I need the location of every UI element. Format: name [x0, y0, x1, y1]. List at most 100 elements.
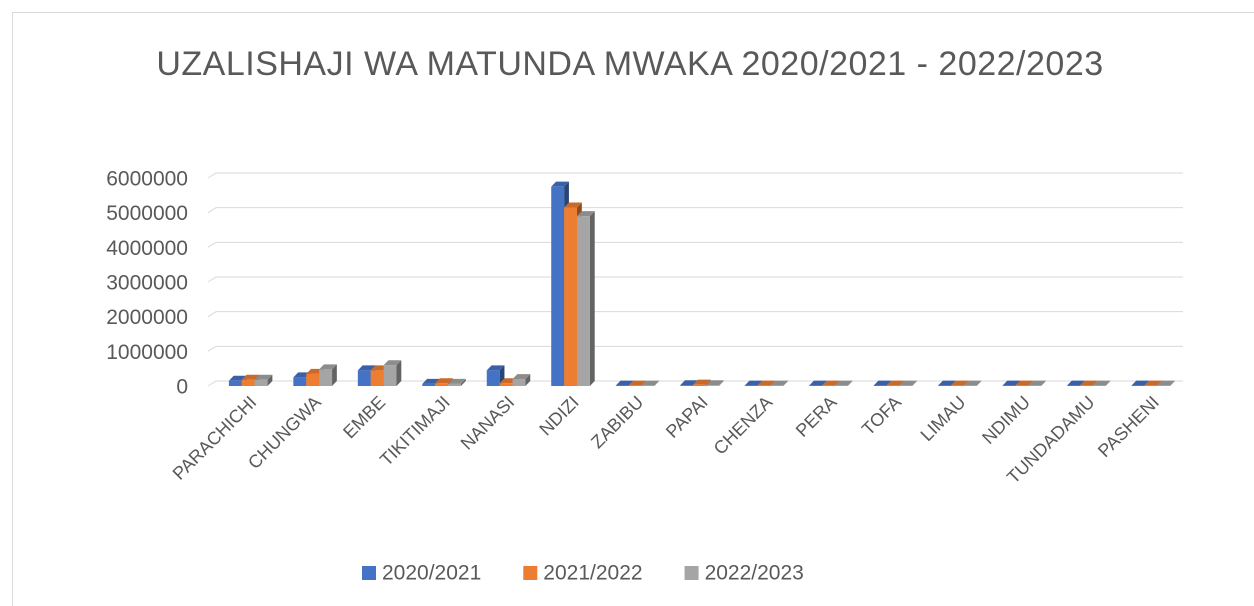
- bar-top: [422, 378, 440, 384]
- x-tick-label: TIKITIMAJI: [376, 392, 454, 470]
- bar: [680, 385, 694, 386]
- y-tick-label: 4000000: [106, 237, 188, 260]
- bar-side: [847, 380, 853, 386]
- legend-label: 2021/2022: [543, 562, 642, 585]
- bar-side: [396, 360, 402, 386]
- y-tick-label: 2000000: [106, 306, 188, 329]
- grid-line: [207, 345, 1183, 352]
- grid-line: [207, 276, 1183, 283]
- bar: [486, 370, 500, 386]
- bar: [705, 385, 719, 386]
- bar-top: [963, 380, 982, 386]
- bar-top: [577, 211, 595, 217]
- bar: [370, 370, 384, 386]
- bar-top: [628, 380, 647, 386]
- bar-top: [1144, 380, 1163, 386]
- bar-top: [821, 380, 840, 386]
- bar-top: [744, 380, 763, 386]
- bar: [241, 379, 255, 386]
- bar-side: [589, 211, 595, 386]
- bar-top: [770, 380, 789, 386]
- bar-top: [1092, 380, 1111, 386]
- bar: [499, 383, 513, 386]
- x-tick-label: CHENZA: [710, 392, 776, 458]
- bar-top: [551, 181, 569, 187]
- bar: [512, 379, 526, 386]
- bar-top: [241, 374, 260, 380]
- bar-top: [834, 380, 853, 386]
- bar-top: [486, 365, 505, 371]
- bar-top: [938, 380, 956, 386]
- y-tick-label: 6000000: [106, 168, 188, 191]
- bar-top: [899, 380, 918, 386]
- bar: [577, 216, 590, 386]
- bar-top: [512, 374, 531, 380]
- bar-top: [693, 379, 711, 385]
- x-tick-label: EMBE: [339, 392, 389, 442]
- bar-top: [950, 380, 969, 386]
- bar-top: [680, 380, 698, 386]
- bar-top: [254, 374, 273, 380]
- bar-top: [1028, 380, 1046, 386]
- bar: [564, 207, 578, 386]
- y-tick-label: 0: [176, 376, 188, 399]
- bar-top: [435, 378, 453, 384]
- bar-side: [912, 380, 918, 386]
- bar-side: [783, 380, 789, 386]
- x-tick-label: TOFA: [858, 392, 905, 439]
- legend-swatch: [684, 566, 699, 580]
- y-tick-label: 5000000: [106, 202, 188, 225]
- bar-side: [460, 378, 466, 386]
- bar-side: [1041, 380, 1046, 386]
- bar: [357, 370, 371, 386]
- bar-top: [1066, 380, 1085, 386]
- grid-line: [207, 311, 1183, 318]
- bar: [422, 383, 436, 386]
- bar-top: [383, 360, 402, 366]
- bar: [448, 383, 461, 386]
- x-tick-label: PAPAI: [662, 392, 712, 442]
- x-tick-label: NDIMU: [978, 392, 1034, 448]
- x-tick-label: PARACHICHI: [169, 392, 261, 484]
- x-tick-label: ZABIBU: [587, 392, 647, 452]
- bar-side: [525, 374, 531, 386]
- bar-side: [1105, 380, 1111, 386]
- bar-top: [809, 380, 827, 386]
- bar: [435, 383, 449, 386]
- bar-side: [332, 364, 337, 386]
- x-tick-label: NANASI: [457, 392, 519, 454]
- bar: [293, 377, 307, 386]
- x-tick-label: NDIZI: [535, 392, 582, 439]
- chart-frame: [12, 12, 1254, 606]
- x-tick-label: PERA: [792, 392, 841, 441]
- bar: [693, 384, 706, 386]
- grid-line: [207, 207, 1183, 214]
- grid-line: [207, 172, 1183, 179]
- bar-top: [705, 380, 724, 386]
- bar-side: [718, 380, 724, 386]
- legend-label: 2020/2021: [382, 562, 481, 585]
- bar-top: [873, 380, 892, 386]
- bar-top: [757, 380, 776, 386]
- bar-top: [1079, 380, 1098, 386]
- bar-side: [1170, 380, 1175, 386]
- bar-top: [615, 380, 634, 386]
- bar-side: [976, 380, 982, 386]
- legend-swatch: [523, 566, 538, 580]
- grid-line: [207, 241, 1183, 248]
- bar-top: [641, 380, 660, 386]
- chart-title: UZALISHAJI WA MATUNDA MWAKA 2020/2021 - …: [156, 45, 1104, 83]
- bar-top: [1157, 380, 1175, 386]
- bar: [383, 365, 397, 386]
- x-tick-label: PASHENI: [1094, 392, 1163, 461]
- bar: [319, 369, 333, 386]
- y-tick-label: 1000000: [106, 341, 188, 364]
- bar-top: [1002, 380, 1021, 386]
- x-tick-label: LIMAU: [917, 392, 970, 445]
- y-tick-label: 3000000: [106, 272, 188, 295]
- legend-label: 2022/2023: [705, 562, 804, 585]
- bar: [228, 380, 242, 386]
- grid-line: [207, 380, 1183, 387]
